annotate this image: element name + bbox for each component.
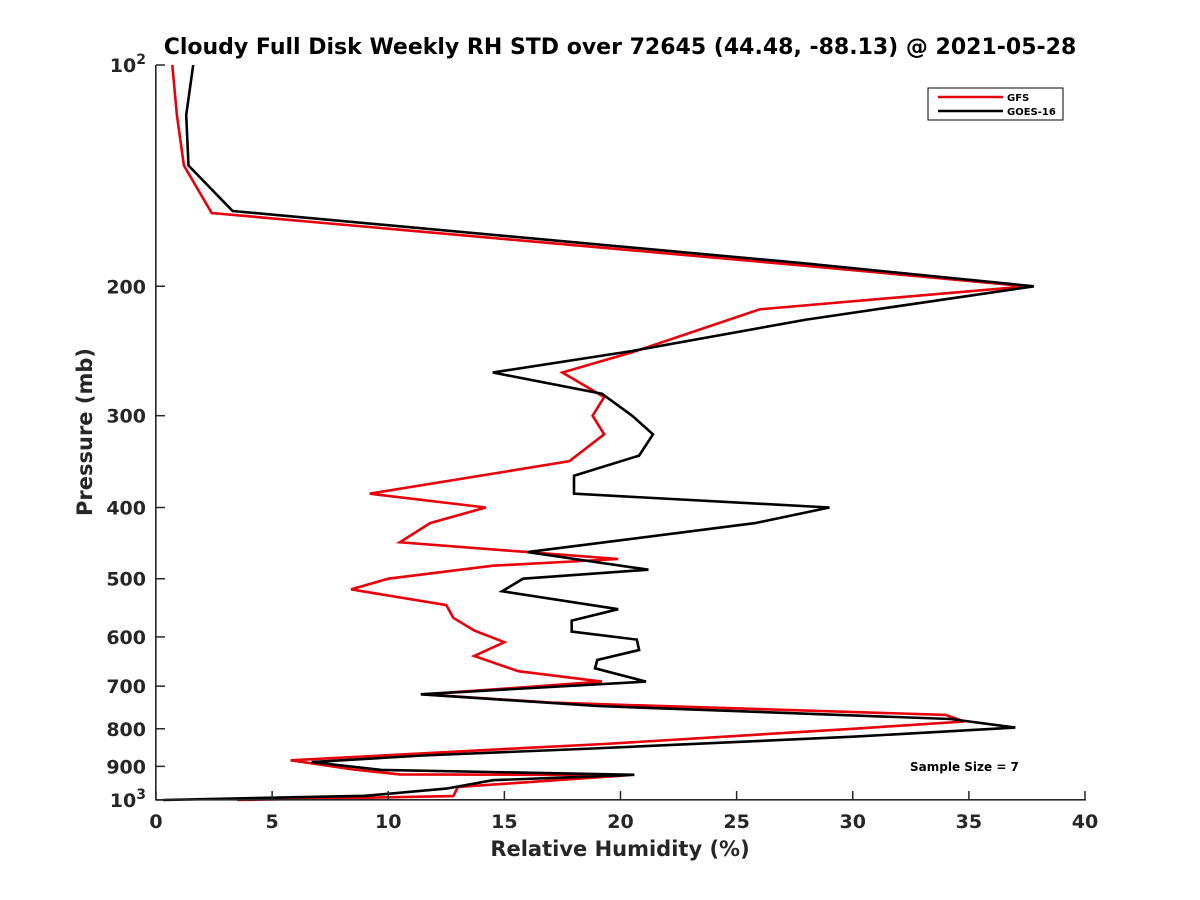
series-layer	[162, 64, 1035, 802]
y-tick-label: 300	[106, 406, 146, 428]
x-axis-label: Relative Humidity (%)	[490, 837, 749, 861]
x-axis: 0 5 10 15 20 25 30 35 40	[149, 791, 1098, 833]
y-axis: 102 200 300 400 500 600 700 800 900 103	[106, 52, 165, 812]
series-line-goes-16	[162, 64, 1035, 802]
chart-title: Cloudy Full Disk Weekly RH STD over 7264…	[164, 35, 1077, 60]
y-tick-label: 700	[106, 676, 146, 698]
x-tick-label: 25	[723, 811, 749, 833]
y-tick-label: 103	[110, 787, 146, 812]
y-tick-label: 600	[106, 627, 146, 649]
x-tick-label: 35	[956, 811, 982, 833]
y-tick-label: 500	[106, 569, 146, 591]
x-tick-label: 30	[840, 811, 866, 833]
legend: GFS GOES-16	[927, 87, 1064, 121]
y-tick-label: 102	[110, 52, 146, 77]
y-tick-label: 400	[106, 498, 146, 520]
legend-label-gfs: GFS	[1007, 93, 1029, 104]
x-tick-label: 5	[266, 811, 279, 833]
y-tick-label: 200	[106, 276, 146, 298]
legend-box	[927, 87, 1064, 121]
x-tick-label: 20	[607, 811, 633, 833]
x-tick-label: 15	[491, 811, 517, 833]
plot-frame-left	[155, 65, 157, 800]
y-axis-label: Pressure (mb)	[73, 348, 97, 516]
legend-label-goes16: GOES-16	[1007, 107, 1056, 118]
x-tick-label: 0	[149, 811, 162, 833]
x-tick-label: 10	[375, 811, 401, 833]
x-tick-label: 40	[1072, 811, 1098, 833]
y-tick-label: 900	[106, 756, 146, 778]
sample-size-annotation: Sample Size = 7	[910, 760, 1019, 774]
y-tick-label: 800	[106, 719, 146, 741]
